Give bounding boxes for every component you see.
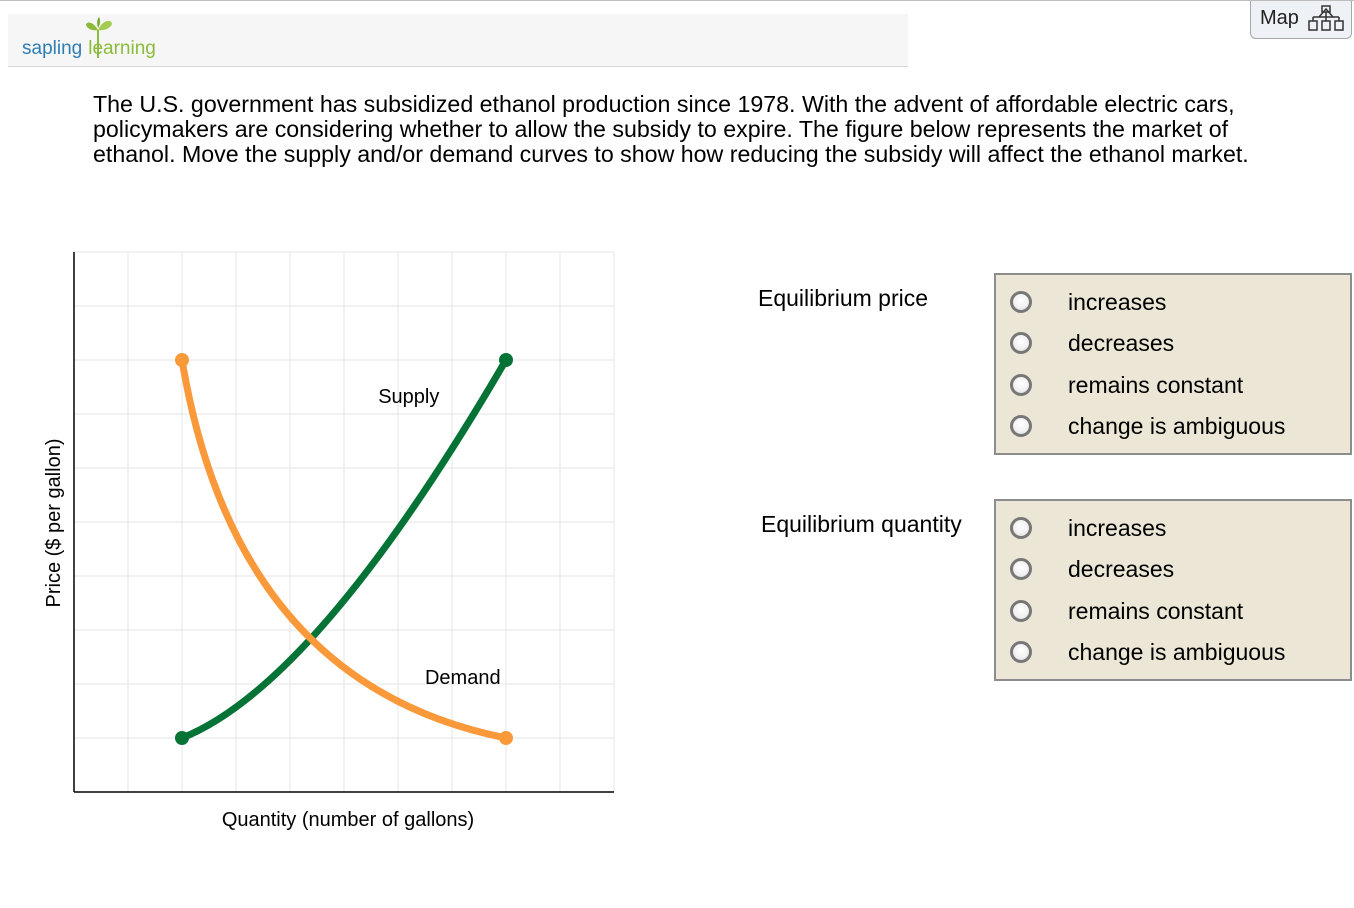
quantity-option-increases[interactable]: increases — [996, 508, 1350, 548]
logo-word-sapling: sapling — [22, 38, 83, 59]
option-label: decreases — [1068, 555, 1175, 582]
sprout-icon — [86, 17, 112, 58]
header-bar: sapling learning — [8, 14, 908, 67]
option-label: increases — [1068, 514, 1167, 541]
radio-button[interactable] — [1010, 415, 1032, 437]
sitemap-icon — [1308, 5, 1344, 31]
sapling-learning-logo: sapling learning — [22, 16, 182, 64]
equilibrium-quantity-options: increases decreases remains constant cha… — [994, 499, 1352, 681]
radio-button[interactable] — [1010, 517, 1032, 539]
option-label: increases — [1068, 288, 1167, 315]
option-label: decreases — [1068, 329, 1175, 356]
option-label: change is ambiguous — [1068, 412, 1286, 439]
quantity-option-remains-constant[interactable]: remains constant — [996, 591, 1350, 631]
radio-button[interactable] — [1010, 374, 1032, 396]
option-label: change is ambiguous — [1068, 638, 1286, 665]
price-option-increases[interactable]: increases — [996, 282, 1350, 322]
demand-curve-end-handle[interactable] — [499, 731, 513, 745]
supply-curve-end-handle[interactable] — [499, 353, 513, 367]
price-option-change-is-ambiguous[interactable]: change is ambiguous — [996, 406, 1350, 446]
price-option-decreases[interactable]: decreases — [996, 323, 1350, 363]
map-button[interactable]: Map — [1250, 1, 1352, 39]
radio-button[interactable] — [1010, 332, 1032, 354]
x-axis-label: Quantity (number of gallons) — [222, 809, 474, 831]
equilibrium-price-options: increases decreases remains constant cha… — [994, 273, 1352, 455]
supply-curve-label: Supply — [378, 386, 439, 408]
radio-button[interactable] — [1010, 600, 1032, 622]
supply-curve-start-handle[interactable] — [175, 731, 189, 745]
y-axis-label: Price ($ per gallon) — [43, 439, 65, 608]
option-label: remains constant — [1068, 597, 1244, 624]
logo-word-learning: learning — [88, 38, 156, 59]
quantity-option-decreases[interactable]: decreases — [996, 549, 1350, 589]
supply-demand-chart[interactable]: Supply Demand Quantity (number of gallon… — [0, 240, 640, 850]
chart-grid — [74, 251, 615, 792]
supply-curve[interactable] — [178, 356, 510, 742]
radio-button[interactable] — [1010, 291, 1032, 313]
question-text: The U.S. government has subsidized ethan… — [93, 91, 1249, 167]
top-border-line — [0, 0, 1354, 1]
equilibrium-price-label: Equilibrium price — [758, 285, 929, 311]
quantity-option-change-is-ambiguous[interactable]: change is ambiguous — [996, 632, 1350, 672]
option-label: remains constant — [1068, 371, 1244, 398]
logo-text: sapling learning — [22, 38, 156, 60]
equilibrium-quantity-label: Equilibrium quantity — [761, 511, 962, 537]
demand-curve[interactable] — [178, 356, 510, 742]
demand-curve-label: Demand — [425, 667, 501, 689]
demand-curve-start-handle[interactable] — [175, 353, 189, 367]
price-option-remains-constant[interactable]: remains constant — [996, 365, 1350, 405]
radio-button[interactable] — [1010, 641, 1032, 663]
map-button-label: Map — [1260, 7, 1299, 29]
radio-button[interactable] — [1010, 558, 1032, 580]
